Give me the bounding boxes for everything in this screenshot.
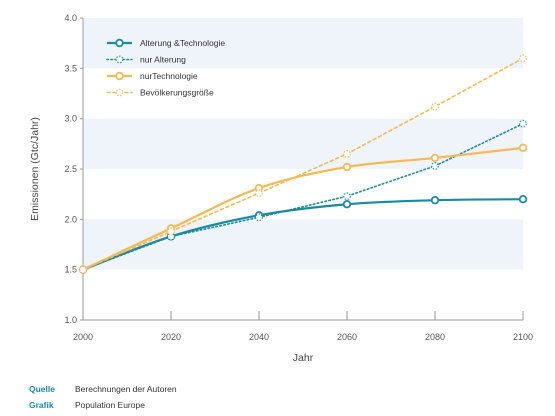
- x-tick-label: 2020: [161, 332, 181, 342]
- data-point: [167, 227, 175, 236]
- y-axis-label: Emissionen (Gtc/Jahr): [29, 117, 41, 221]
- legend: Alterung &Technologie nur Alterung nurTech…: [106, 38, 225, 98]
- graphic-label: Grafik: [29, 400, 54, 410]
- data-point: [255, 213, 263, 222]
- graphic-note: Grafik Population Europe: [29, 400, 145, 410]
- legend-marker: [115, 71, 124, 81]
- data-point: [431, 102, 439, 111]
- graphic-value: Population Europe: [75, 400, 145, 410]
- y-tick-label: 4.0: [64, 13, 77, 23]
- x-tick-label: 2080: [425, 332, 445, 342]
- legend-marker: [115, 55, 124, 64]
- data-point: [519, 119, 527, 128]
- x-tick-labels: 2000 2020 2040 2060 2080 2100: [73, 332, 533, 342]
- y-tick-label: 1.5: [64, 265, 77, 275]
- data-point: [431, 162, 439, 170]
- x-tick-label: 2040: [249, 332, 269, 342]
- legend-marker: [115, 88, 124, 97]
- legend-entry: nur Alterung: [140, 55, 186, 65]
- data-point: [430, 196, 440, 205]
- series-line: [82, 57, 524, 271]
- legend-marker: [115, 38, 124, 48]
- data-point: [79, 265, 87, 274]
- series-lines: [78, 54, 528, 274]
- data-point: [518, 194, 528, 204]
- x-tick-label: 2000: [73, 332, 93, 342]
- data-point: [342, 162, 352, 172]
- data-point: [343, 149, 351, 158]
- x-axis-label: Jahr: [293, 352, 314, 364]
- y-tick-label: 2.5: [64, 164, 77, 174]
- data-point: [255, 189, 263, 198]
- source-note: Quelle Berechnungen der Autoren: [29, 384, 177, 394]
- legend-entry: Bevölkerungsgröße: [140, 88, 214, 98]
- source-label: Quelle: [29, 384, 55, 394]
- grid-bands: [83, 18, 523, 270]
- y-tick-labels: 1.0 1.5 2.0 2.5 3.0 3.5 4.0: [64, 13, 77, 325]
- data-point: [519, 54, 527, 63]
- series-line: [82, 146, 524, 271]
- y-tick-label: 3.5: [64, 63, 77, 73]
- grid-band: [83, 118, 523, 169]
- line-chart: 1.01.52.02.53.03.54.0 2000 2020 2040 2060 20…: [29, 13, 533, 364]
- x-tick-label: 2060: [337, 332, 357, 342]
- y-tick-label: 2.0: [64, 214, 77, 224]
- grid-band: [83, 219, 523, 270]
- y-tick-label: 3.0: [64, 114, 77, 124]
- data-point: [342, 200, 352, 209]
- legend-entry: Alterung &Technologie: [140, 38, 225, 48]
- legend-entry: nurTechnologie: [140, 71, 198, 81]
- x-tick-label: 2100: [513, 332, 533, 342]
- data-point: [430, 153, 440, 163]
- source-value: Berechnungen der Autoren: [75, 384, 177, 394]
- grid-band: [83, 18, 523, 69]
- data-point: [343, 192, 351, 201]
- y-tick-label: 1.0: [64, 315, 77, 325]
- data-point: [518, 143, 528, 153]
- series-line: [82, 122, 524, 271]
